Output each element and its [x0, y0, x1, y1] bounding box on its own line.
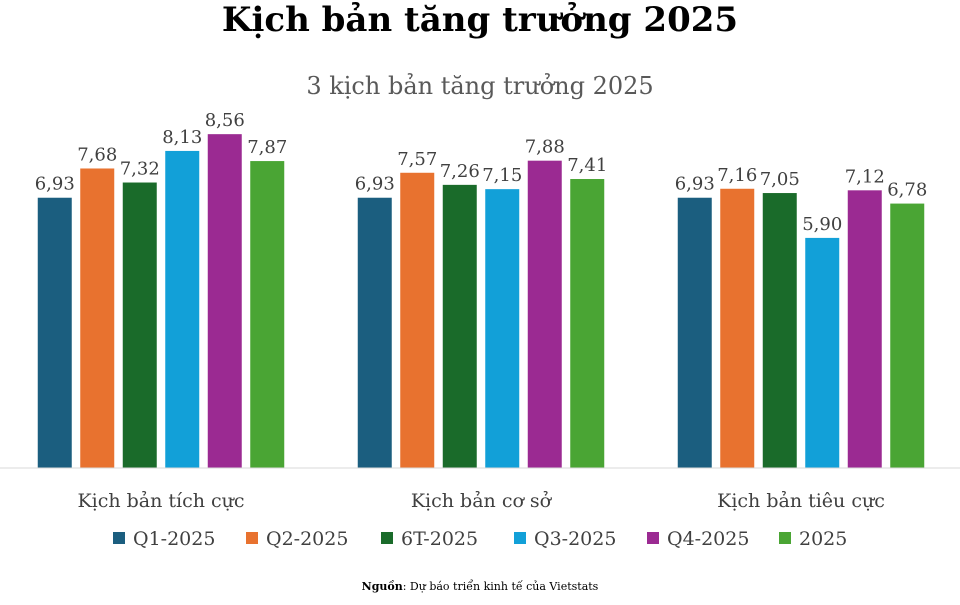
bar-q1-2025-1: [37, 197, 72, 469]
data-label: 7,87: [247, 137, 287, 158]
legend-label: Q4-2025: [667, 528, 749, 550]
bar-q4-2025-3: [847, 190, 882, 468]
category-label: Kịch bản tích cực: [77, 490, 244, 512]
data-label: 7,12: [845, 166, 885, 187]
data-label: 7,16: [717, 165, 757, 186]
bar-q3-2025-3: [805, 237, 840, 468]
bar-q4-2025-1: [207, 134, 242, 468]
data-label: 6,78: [887, 180, 927, 201]
legend-item: 6T-2025: [381, 528, 478, 550]
data-label: 6,93: [35, 174, 75, 195]
data-label: 7,68: [77, 144, 117, 165]
legend-label: 6T-2025: [401, 528, 478, 550]
bar-6t-2025-2: [442, 184, 477, 469]
bar-q1-2025-2: [357, 197, 392, 469]
bar-q3-2025-1: [165, 150, 200, 468]
category-label: Kịch bản tiêu cực: [717, 490, 885, 512]
data-label: 6,93: [675, 174, 715, 195]
category-label: Kịch bản cơ sở: [411, 490, 553, 512]
legend: Q1-2025 Q2-2025 6T-2025 Q3-2025 Q4-2025 2025: [113, 528, 847, 550]
legend-label: 2025: [799, 528, 847, 550]
bar-q1-2025-3: [677, 197, 712, 469]
category-labels: Kịch bản tích cực Kịch bản cơ sở Kịch bản …: [77, 490, 884, 512]
legend-item: Q4-2025: [647, 528, 749, 550]
legend-label: Q1-2025: [133, 528, 215, 550]
bar-q2-2025-1: [80, 168, 115, 469]
source-label: Nguồn: [361, 580, 403, 593]
legend-item: Q1-2025: [113, 528, 215, 550]
bar-2025-1: [250, 161, 285, 468]
legend-swatch: [113, 532, 125, 544]
bar-q2-2025-3: [720, 188, 755, 468]
bar-2025-2: [570, 179, 605, 468]
legend-item: 2025: [779, 528, 847, 550]
data-label: 7,15: [482, 165, 522, 186]
data-label: 5,90: [802, 214, 842, 235]
legend-item: Q2-2025: [246, 528, 348, 550]
legend-item: Q3-2025: [514, 528, 616, 550]
data-label: 7,88: [525, 137, 565, 158]
source-note: Nguồn: Dự báo triển kinh tế của Vietstat…: [0, 580, 960, 593]
bar-q2-2025-2: [400, 172, 435, 468]
data-label: 7,41: [567, 155, 607, 176]
data-label: 7,26: [440, 161, 480, 182]
page-title: Kịch bản tăng trưởng 2025: [221, 0, 739, 40]
legend-swatch: [514, 532, 526, 544]
data-label: 7,57: [397, 149, 437, 170]
data-label: 7,05: [760, 169, 800, 190]
chart-title: 3 kịch bản tăng trưởng 2025: [306, 72, 653, 100]
bar-q3-2025-2: [485, 189, 520, 468]
data-label: 7,32: [120, 159, 160, 180]
bar-chart: 3 kịch bản tăng trưởng 2025 6,937,687,32…: [0, 72, 960, 550]
data-label: 6,93: [355, 174, 395, 195]
bar-6t-2025-3: [762, 193, 797, 469]
source-text: : Dự báo triển kinh tế của Vietstats: [402, 580, 599, 593]
data-label: 8,56: [205, 110, 245, 131]
legend-swatch: [647, 532, 659, 544]
data-label: 8,13: [162, 127, 202, 148]
legend-label: Q3-2025: [534, 528, 616, 550]
legend-swatch: [246, 532, 258, 544]
legend-swatch: [779, 532, 791, 544]
legend-swatch: [381, 532, 393, 544]
legend-label: Q2-2025: [266, 528, 348, 550]
bar-6t-2025-1: [122, 182, 157, 468]
bars-group: 6,937,687,328,138,567,876,937,577,26 7,15…: [35, 110, 927, 469]
bar-2025-3: [890, 203, 925, 468]
bar-q4-2025-2: [527, 160, 562, 468]
